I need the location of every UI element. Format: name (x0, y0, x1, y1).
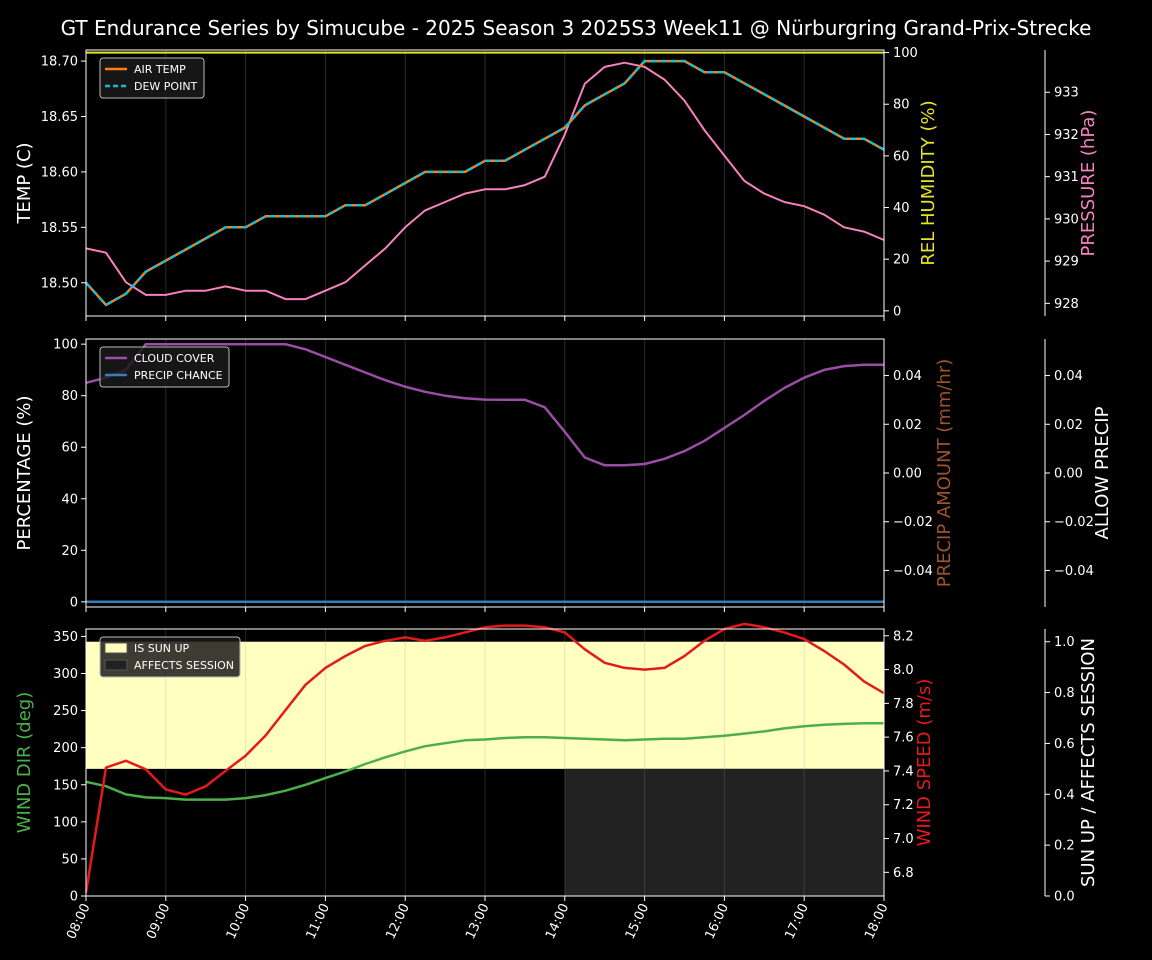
legend-entry: AFFECTS SESSION (134, 659, 234, 672)
y-right-tick-label: −0.04 (893, 564, 933, 579)
legend-entry: PRECIP CHANCE (134, 369, 223, 382)
legend-entry: AIR TEMP (134, 63, 186, 76)
y-right-axis-label: PRECIP AMOUNT (mm/hr) (934, 359, 955, 588)
y-tick-label: 100 (53, 338, 78, 353)
y-right-tick-label: 0.6 (1054, 737, 1075, 752)
y-tick-label: 300 (53, 667, 78, 682)
y-right-tick-label: 7.4 (893, 764, 914, 779)
y-right-tick-label: 7.0 (893, 832, 914, 847)
y-right-axis-label: REL HUMIDITY (%) (918, 100, 939, 265)
wind-speed-line (84, 622, 885, 893)
y-right-tick-label: 0.02 (1054, 418, 1083, 433)
y-right-tick-label: 930 (1054, 212, 1079, 227)
y-tick-label: 350 (53, 630, 78, 645)
y-right-tick-label: 929 (1054, 255, 1079, 270)
y-tick-label: 60 (61, 441, 78, 456)
y-axis-label: TEMP (C) (14, 142, 35, 224)
y-right-tick-label: 8.0 (893, 663, 914, 678)
y-right-axis-label: SUN UP / AFFECTS SESSION (1078, 638, 1099, 887)
y-tick-label: 18.60 (41, 165, 78, 180)
y-right-tick-label: 0.00 (1054, 467, 1083, 482)
pressure-line (85, 61, 885, 301)
y-right-tick-label: 0.0 (1054, 890, 1075, 905)
y-tick-label: 18.65 (41, 110, 78, 125)
y-tick-label: 20 (61, 544, 78, 559)
y-right-tick-label: 932 (1054, 128, 1079, 143)
y-right-axis-label: ALLOW PRECIP (1092, 406, 1113, 539)
y-right-tick-label: 933 (1054, 86, 1079, 101)
y-right-tick-label: −0.02 (1054, 515, 1094, 530)
y-axis-label: WIND DIR (deg) (14, 692, 35, 834)
y-right-tick-label: 0 (893, 304, 901, 319)
y-right-tick-label: 7.2 (893, 798, 914, 813)
y-right-tick-label: 0.2 (1054, 839, 1075, 854)
y-right-tick-label: 0.4 (1054, 788, 1075, 803)
legend-entry: IS SUN UP (134, 642, 190, 655)
y-right-axis-label: WIND SPEED (m/s) (914, 679, 935, 847)
y-tick-label: 80 (61, 389, 78, 404)
legend-entry: CLOUD COVER (134, 352, 215, 365)
y-right-tick-label: 928 (1054, 297, 1079, 312)
y-tick-label: 200 (53, 741, 78, 756)
y-right-tick-label: −0.02 (893, 515, 933, 530)
cloud-cover-line (85, 342, 884, 467)
y-right-tick-label: 0.04 (893, 369, 922, 384)
y-tick-label: 0 (70, 595, 78, 610)
y-right-tick-label: 0.04 (1054, 369, 1083, 384)
legend-swatch (104, 659, 128, 671)
y-right-tick-label: 931 (1054, 170, 1079, 185)
y-right-tick-label: 7.6 (893, 731, 914, 746)
y-tick-label: 250 (53, 704, 78, 719)
y-tick-label: 18.70 (41, 55, 78, 70)
chart-title: GT Endurance Series by Simucube - 2025 S… (61, 16, 1092, 40)
y-right-tick-label: 20 (893, 253, 910, 268)
y-right-tick-label: 0.8 (1054, 686, 1075, 701)
y-right-tick-label: 7.8 (893, 697, 914, 712)
y-right-tick-label: 6.8 (893, 866, 914, 881)
y-tick-label: 40 (61, 492, 78, 507)
y-right-tick-label: 0.00 (893, 467, 922, 482)
y-tick-label: 0 (70, 890, 78, 905)
y-right-tick-label: −0.04 (1054, 564, 1094, 579)
y-tick-label: 150 (53, 778, 78, 793)
wind-dir-line (85, 721, 884, 801)
legend-entry: DEW POINT (134, 80, 198, 93)
legend-box (99, 346, 230, 388)
y-right-tick-label: 100 (893, 46, 918, 61)
y-right-tick-label: 8.2 (893, 629, 914, 644)
legend-box (99, 636, 241, 678)
y-right-axis-label: PRESSURE (hPa) (1078, 110, 1099, 257)
y-tick-label: 18.50 (41, 276, 78, 291)
dew-point-line (85, 59, 885, 307)
y-right-tick-label: 60 (893, 149, 910, 164)
y-right-tick-label: 0.02 (893, 418, 922, 433)
y-tick-label: 100 (53, 815, 78, 830)
y-right-tick-label: 40 (893, 201, 910, 216)
legend-swatch (104, 642, 128, 654)
y-tick-label: 50 (61, 852, 78, 867)
y-tick-label: 18.55 (41, 221, 78, 236)
y-right-tick-label: 80 (893, 98, 910, 113)
y-axis-label: PERCENTAGE (%) (14, 395, 35, 550)
affects-session-region (564, 768, 884, 896)
y-right-tick-label: 1.0 (1054, 635, 1075, 650)
